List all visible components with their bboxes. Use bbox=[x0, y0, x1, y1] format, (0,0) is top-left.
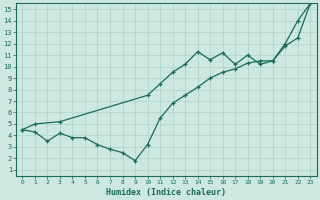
X-axis label: Humidex (Indice chaleur): Humidex (Indice chaleur) bbox=[106, 188, 226, 197]
